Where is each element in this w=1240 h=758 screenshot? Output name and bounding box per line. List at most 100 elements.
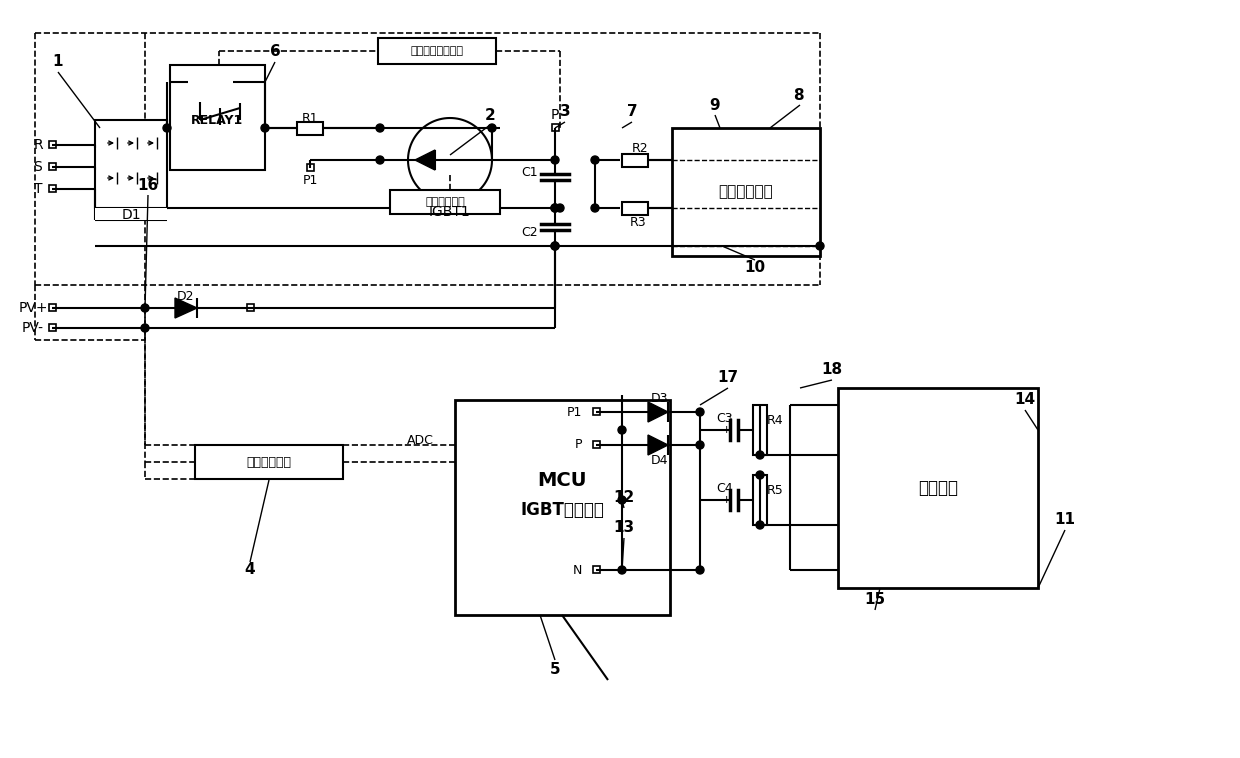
- Text: 继电器组控制电路: 继电器组控制电路: [410, 46, 464, 56]
- Text: D4: D4: [651, 453, 668, 466]
- Circle shape: [696, 566, 704, 574]
- Text: N: N: [573, 563, 582, 577]
- Text: RELAY1: RELAY1: [191, 114, 243, 127]
- Circle shape: [591, 204, 599, 212]
- Polygon shape: [649, 402, 668, 422]
- Bar: [50, 324, 56, 331]
- Text: D3: D3: [651, 391, 668, 405]
- Bar: [50, 185, 56, 192]
- Circle shape: [141, 304, 149, 312]
- Text: P1: P1: [567, 406, 582, 418]
- Bar: [298, 122, 322, 135]
- Bar: [838, 388, 1038, 588]
- Text: 12: 12: [614, 490, 635, 506]
- Text: 18: 18: [821, 362, 842, 377]
- Circle shape: [376, 124, 384, 132]
- Bar: [195, 445, 343, 479]
- Text: P: P: [574, 438, 582, 452]
- Circle shape: [696, 408, 704, 416]
- Text: 11: 11: [1054, 512, 1075, 528]
- Circle shape: [141, 324, 149, 332]
- Bar: [391, 190, 500, 214]
- Text: 三相逆变电路: 三相逆变电路: [719, 184, 774, 199]
- Bar: [95, 120, 167, 208]
- Bar: [378, 38, 496, 64]
- Bar: [672, 128, 820, 256]
- Text: R4: R4: [766, 414, 784, 427]
- Text: +: +: [722, 425, 730, 435]
- Text: IGBT隔离驱动: IGBT隔离驱动: [520, 501, 604, 519]
- Bar: [455, 400, 670, 615]
- Polygon shape: [175, 298, 197, 318]
- Text: PV-: PV-: [22, 321, 43, 335]
- Circle shape: [816, 242, 825, 250]
- Polygon shape: [649, 435, 668, 455]
- Bar: [593, 566, 600, 573]
- Text: R: R: [33, 138, 43, 152]
- Bar: [308, 164, 314, 171]
- Circle shape: [260, 124, 269, 132]
- Circle shape: [551, 204, 559, 212]
- Text: IGBT1: IGBT1: [429, 205, 471, 219]
- Bar: [247, 304, 254, 311]
- Text: T: T: [33, 182, 42, 196]
- Text: 4: 4: [244, 562, 255, 578]
- Bar: [50, 163, 56, 170]
- Polygon shape: [415, 150, 435, 170]
- Bar: [593, 441, 600, 448]
- Text: R5: R5: [766, 484, 784, 496]
- Text: C3: C3: [717, 412, 733, 424]
- Circle shape: [551, 242, 559, 250]
- Text: 15: 15: [864, 593, 885, 607]
- Text: 6: 6: [269, 45, 280, 59]
- Bar: [593, 408, 600, 415]
- Text: 电压检测电路: 电压检测电路: [247, 456, 291, 468]
- Text: 8: 8: [792, 87, 804, 102]
- Circle shape: [756, 451, 764, 459]
- Text: R2: R2: [631, 142, 649, 155]
- Circle shape: [162, 124, 171, 132]
- Text: C2: C2: [521, 225, 538, 239]
- Text: 2: 2: [485, 108, 495, 123]
- Bar: [50, 141, 56, 148]
- Circle shape: [591, 156, 599, 164]
- Text: MCU: MCU: [537, 471, 587, 490]
- Text: C1: C1: [521, 165, 538, 178]
- Circle shape: [756, 471, 764, 479]
- Text: 14: 14: [1014, 393, 1035, 408]
- Text: 13: 13: [614, 521, 635, 535]
- Bar: [622, 202, 649, 215]
- Bar: [552, 124, 559, 131]
- Circle shape: [551, 204, 559, 212]
- Circle shape: [489, 124, 496, 132]
- Text: 3: 3: [559, 105, 570, 120]
- Text: 9: 9: [709, 98, 720, 112]
- Text: D1: D1: [122, 208, 141, 222]
- Bar: [95, 208, 167, 220]
- Bar: [622, 154, 649, 167]
- Text: R1: R1: [301, 111, 319, 124]
- Circle shape: [376, 156, 384, 164]
- Text: D2: D2: [176, 290, 193, 302]
- Circle shape: [696, 441, 704, 449]
- Text: P1: P1: [303, 174, 317, 186]
- Text: R3: R3: [630, 215, 646, 228]
- Circle shape: [618, 426, 626, 434]
- Text: 16: 16: [138, 177, 159, 193]
- Text: 5: 5: [549, 662, 560, 678]
- Circle shape: [618, 496, 626, 504]
- Circle shape: [551, 156, 559, 164]
- Circle shape: [556, 204, 564, 212]
- Circle shape: [756, 521, 764, 529]
- Bar: [50, 304, 56, 311]
- Circle shape: [618, 566, 626, 574]
- Bar: [753, 405, 768, 455]
- Bar: [170, 65, 265, 170]
- Text: ADC: ADC: [407, 434, 434, 446]
- Text: 17: 17: [718, 371, 739, 386]
- Text: 1: 1: [53, 55, 63, 70]
- Text: +: +: [722, 495, 730, 505]
- Text: P: P: [551, 108, 559, 122]
- Text: 门极驱动电路: 门极驱动电路: [425, 197, 465, 207]
- Circle shape: [551, 242, 559, 250]
